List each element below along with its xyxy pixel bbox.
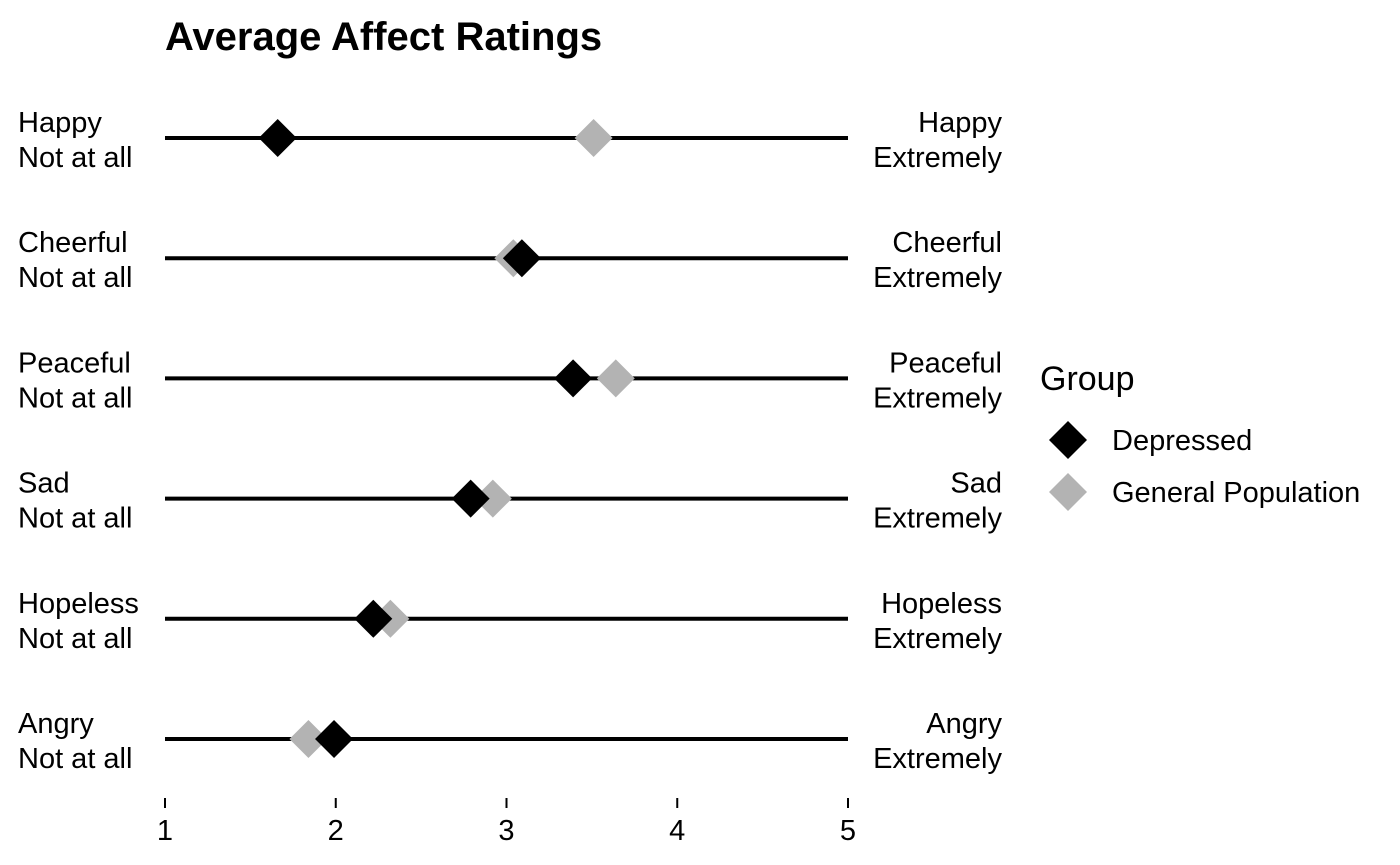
legend-key-depressed <box>1049 421 1087 459</box>
row-label-right-angry: Angry <box>926 708 1002 740</box>
point-depressed-hopeless <box>354 599 393 638</box>
row-anchor-right-happy: Extremely <box>873 142 1002 174</box>
depressed-marks <box>258 119 593 758</box>
x-axis: 1 2 3 4 5 <box>157 798 856 847</box>
legend: Group Depressed General Population <box>1040 360 1360 511</box>
row-anchor-right-cheerful: Extremely <box>873 262 1002 294</box>
row-label-left-hopeless: Hopeless <box>18 588 139 620</box>
row-anchor-left-hopeless: Not at all <box>18 623 132 655</box>
legend-title: Group <box>1040 360 1135 398</box>
row-label-right-cheerful: Cheerful <box>892 227 1002 259</box>
legend-key-general-population <box>1049 473 1087 511</box>
row-anchor-right-sad: Extremely <box>873 503 1002 535</box>
row-anchor-right-angry: Extremely <box>873 743 1002 775</box>
point-depressed-sad <box>451 479 490 518</box>
legend-label-depressed: Depressed <box>1112 425 1252 457</box>
point-general-population-angry <box>289 720 328 758</box>
x-tick-label-5: 5 <box>840 815 856 847</box>
row-label-left-sad: Sad <box>18 468 70 500</box>
row-anchor-right-hopeless: Extremely <box>873 623 1002 655</box>
row-anchor-left-angry: Not at all <box>18 743 132 775</box>
point-depressed-peaceful <box>554 359 593 398</box>
point-depressed-cheerful <box>502 239 541 278</box>
point-general-population-happy <box>574 119 613 157</box>
row-anchor-right-peaceful: Extremely <box>873 382 1002 414</box>
x-tick-label-3: 3 <box>498 815 514 847</box>
row-label-right-happy: Happy <box>918 107 1002 139</box>
x-tick-label-4: 4 <box>669 815 685 847</box>
row-label-left-angry: Angry <box>18 708 94 740</box>
legend-label-general-population: General Population <box>1112 477 1360 509</box>
point-depressed-happy <box>258 119 297 157</box>
row-label-right-hopeless: Hopeless <box>881 588 1002 620</box>
row-anchor-left-sad: Not at all <box>18 503 132 535</box>
row-label-left-cheerful: Cheerful <box>18 227 128 259</box>
point-depressed-angry <box>315 720 354 758</box>
row-anchor-left-happy: Not at all <box>18 142 132 174</box>
x-tick-label-1: 1 <box>157 815 173 847</box>
row-anchor-left-cheerful: Not at all <box>18 262 132 294</box>
general-population-marks <box>289 119 635 758</box>
row-anchor-left-peaceful: Not at all <box>18 382 132 414</box>
point-general-population-sad <box>473 479 512 518</box>
row-label-right-sad: Sad <box>950 468 1002 500</box>
chart-title: Average Affect Ratings <box>165 15 602 59</box>
row-label-left-peaceful: Peaceful <box>18 347 131 379</box>
point-general-population-peaceful <box>596 359 635 398</box>
row-label-right-peaceful: Peaceful <box>889 347 1002 379</box>
row-label-left-happy: Happy <box>18 107 102 139</box>
x-tick-label-2: 2 <box>328 815 344 847</box>
